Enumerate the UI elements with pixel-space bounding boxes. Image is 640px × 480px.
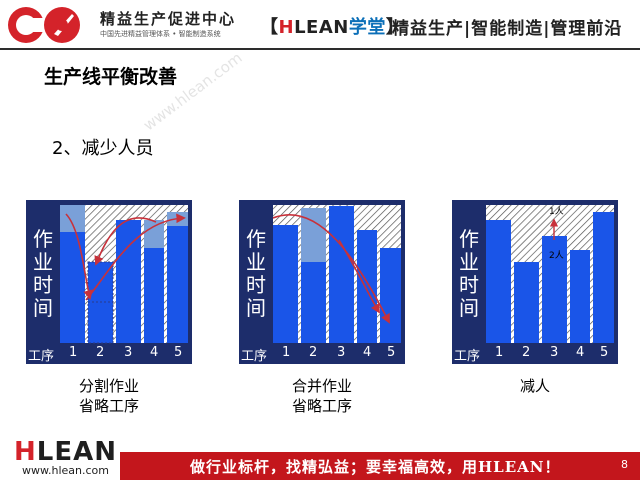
step-label: 4: [576, 345, 585, 360]
step-label: 2: [96, 345, 105, 360]
y-axis-label: 作业时间: [459, 227, 479, 320]
caption-reduce-staff: 减人: [519, 377, 550, 395]
page-number: 8: [621, 458, 628, 471]
brand-logo-icon: [8, 7, 80, 43]
header: 精益生产促进中心 中国先进精益管理体系 • 智能制造系统 【HLEAN学堂】 精…: [0, 0, 640, 50]
step-label: 4: [150, 345, 159, 360]
x-axis-label: 工序: [28, 349, 55, 364]
footer-url: www.hlean.com: [22, 464, 109, 477]
step-label: 2: [522, 345, 531, 360]
x-axis: 工序 1 2 3 4 5: [452, 343, 618, 364]
step-label: 5: [600, 345, 609, 360]
footer-slogan: 做行业标杆，找精弘益；要幸福高效，用HLEAN！: [190, 458, 561, 476]
step-label: 1: [69, 345, 78, 360]
hlean-academy-tag: 【HLEAN学堂】: [260, 17, 405, 38]
x-axis-label: 工序: [241, 349, 268, 364]
y-axis-label: 作业时间: [33, 227, 53, 320]
step-label: 3: [124, 345, 133, 360]
point-text: 2、减少人员: [52, 138, 154, 159]
caption-merge-tasks: 合并作业 省略工序: [291, 377, 352, 415]
step-label: 1: [495, 345, 504, 360]
slide-title: 生产线平衡改善: [44, 66, 178, 88]
y-axis-label: 作业时间: [246, 227, 266, 320]
diagram-merge-tasks: 作业时间 工序 1 2 3 4 5: [239, 200, 405, 366]
caption-split-tasks: 分割作业 省略工序: [78, 377, 139, 415]
step-label: 3: [337, 345, 346, 360]
x-axis: 工序 1 2 3 4 5: [26, 343, 192, 364]
step-label: 5: [174, 345, 183, 360]
step-label: 4: [363, 345, 372, 360]
org-subtitle: 中国先进精益管理体系 • 智能制造系统: [100, 30, 221, 38]
diagram-split-tasks: 作业时间 工序 1 2 3 4 5: [26, 200, 192, 366]
step-label: 5: [387, 345, 396, 360]
step-label: 1: [282, 345, 291, 360]
x-axis-label: 工序: [454, 349, 481, 364]
footer-logo: HLEAN www.hlean.com: [14, 437, 117, 477]
svg-text:1人: 1人: [549, 206, 564, 217]
x-axis: 工序 1 2 3 4 5: [239, 343, 405, 364]
step-label: 3: [550, 345, 559, 360]
header-slogan: 精益生产|智能制造|管理前沿: [392, 19, 623, 39]
svg-text:2人: 2人: [549, 250, 564, 261]
header-divider: [0, 48, 640, 50]
org-name: 精益生产促进中心: [100, 10, 237, 28]
footer-bar: 做行业标杆，找精弘益；要幸福高效，用HLEAN！ 8: [120, 452, 640, 480]
diagram-reduce-staff: 1人 2人 作业时间 工序 1 2 3 4 5: [452, 200, 618, 366]
step-label: 2: [309, 345, 318, 360]
